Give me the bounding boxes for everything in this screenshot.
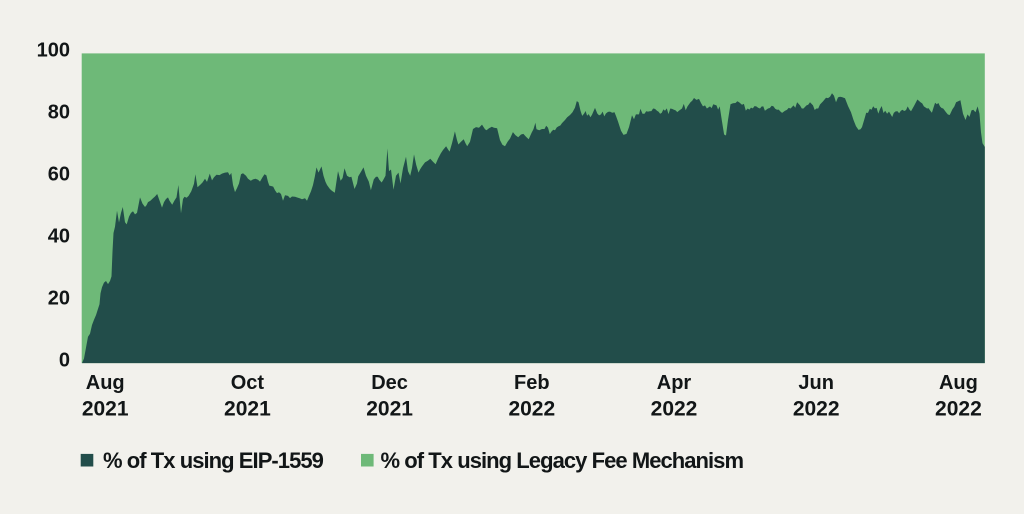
- svg-text:Dec: Dec: [371, 372, 408, 394]
- svg-text:Feb: Feb: [514, 372, 550, 394]
- svg-text:Aug: Aug: [939, 372, 978, 394]
- svg-text:2021: 2021: [366, 397, 413, 420]
- svg-text:40: 40: [48, 226, 70, 248]
- svg-text:0: 0: [59, 349, 70, 371]
- svg-text:Apr: Apr: [657, 372, 692, 394]
- svg-text:2022: 2022: [508, 397, 555, 420]
- svg-text:% of Tx using Legacy Fee Mecha: % of Tx using Legacy Fee Mechanism: [381, 448, 744, 473]
- svg-text:2022: 2022: [793, 397, 840, 420]
- svg-text:80: 80: [48, 102, 70, 124]
- svg-text:% of Tx using EIP-1559: % of Tx using EIP-1559: [103, 448, 324, 473]
- svg-text:2022: 2022: [935, 397, 982, 420]
- svg-text:Oct: Oct: [231, 372, 265, 394]
- svg-text:2021: 2021: [82, 397, 129, 420]
- svg-text:2022: 2022: [651, 397, 698, 420]
- svg-text:20: 20: [48, 288, 70, 310]
- svg-text:60: 60: [48, 164, 70, 186]
- svg-text:Jun: Jun: [798, 372, 834, 394]
- svg-text:100: 100: [37, 40, 70, 62]
- svg-text:Aug: Aug: [86, 372, 125, 394]
- svg-text:2021: 2021: [224, 397, 271, 420]
